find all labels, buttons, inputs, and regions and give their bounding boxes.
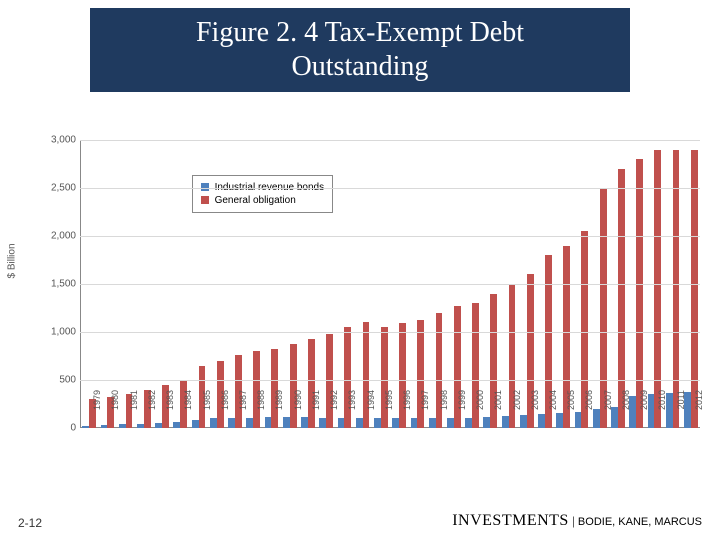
x-tick: 2002	[512, 390, 522, 430]
x-tick: 1987	[238, 390, 248, 430]
x-tick: 2008	[621, 390, 631, 430]
x-tick: 1991	[311, 390, 321, 430]
page-number: 2-12	[18, 516, 42, 530]
legend-label-general: General obligation	[215, 195, 296, 206]
x-tick: 1980	[110, 390, 120, 430]
x-tick: 2000	[475, 390, 485, 430]
y-tick: 0	[70, 423, 76, 434]
x-tick: 1998	[439, 390, 449, 430]
footer-investments: INVESTMENTS	[452, 512, 569, 529]
x-tick: 2012	[694, 390, 704, 430]
x-tick: 1984	[183, 390, 193, 430]
x-tick: 2004	[548, 390, 558, 430]
x-tick: 1997	[420, 390, 430, 430]
title-line-1: Figure 2. 4 Tax-Exempt Debt	[90, 16, 630, 50]
x-tick: 2009	[639, 390, 649, 430]
x-tick: 1990	[293, 390, 303, 430]
title-line-2: Outstanding	[90, 50, 630, 84]
x-tick: 2011	[676, 390, 686, 430]
x-tick: 1993	[347, 390, 357, 430]
bar-general	[673, 150, 680, 428]
x-tick: 2001	[493, 390, 503, 430]
gridline	[80, 284, 700, 285]
x-tick: 1996	[402, 390, 412, 430]
figure-title: Figure 2. 4 Tax-Exempt Debt Outstanding	[90, 8, 630, 92]
x-tick: 1985	[202, 390, 212, 430]
y-tick: 2,000	[51, 231, 76, 242]
y-tick: 1,500	[51, 279, 76, 290]
y-tick: 500	[59, 375, 76, 386]
x-tick: 1979	[92, 390, 102, 430]
gridline	[80, 332, 700, 333]
x-axis: 1979198019811982198319841985198619871988…	[80, 428, 700, 470]
y-tick: 1,000	[51, 327, 76, 338]
x-tick: 1999	[457, 390, 467, 430]
gridline	[80, 380, 700, 381]
footer-authors: BODIE, KANE, MARCUS	[578, 516, 702, 528]
x-tick: 2007	[603, 390, 613, 430]
bar-general	[654, 150, 661, 428]
footer-sep: |	[569, 513, 578, 528]
gridline	[80, 236, 700, 237]
x-tick: 1986	[220, 390, 230, 430]
x-tick: 1981	[129, 390, 139, 430]
x-tick: 2006	[584, 390, 594, 430]
x-tick: 1989	[274, 390, 284, 430]
y-tick: 3,000	[51, 135, 76, 146]
footer: 2-12 INVESTMENTS | BODIE, KANE, MARCUS	[0, 510, 720, 530]
x-tick: 2010	[657, 390, 667, 430]
x-tick: 1995	[384, 390, 394, 430]
legend-item-general: General obligation	[201, 195, 325, 206]
x-tick: 1982	[147, 390, 157, 430]
x-tick: 2005	[566, 390, 576, 430]
x-tick: 1988	[256, 390, 266, 430]
y-tick: 2,500	[51, 183, 76, 194]
y-axis: 05001,0001,5002,0002,5003,000	[20, 140, 80, 428]
legend: Industrial revenue bonds General obligat…	[192, 175, 334, 213]
footer-right: INVESTMENTS | BODIE, KANE, MARCUS	[452, 512, 702, 530]
slide: Figure 2. 4 Tax-Exempt Debt Outstanding …	[0, 0, 720, 540]
y-axis-label: $ Billion	[7, 243, 18, 278]
x-tick: 1983	[165, 390, 175, 430]
bar-general	[691, 150, 698, 428]
x-tick: 1994	[366, 390, 376, 430]
legend-swatch-general	[201, 196, 209, 204]
gridline	[80, 140, 700, 141]
chart: $ Billion 05001,0001,5002,0002,5003,000 …	[20, 140, 700, 470]
bar-general	[636, 159, 643, 428]
x-tick: 2003	[530, 390, 540, 430]
gridline	[80, 188, 700, 189]
x-tick: 1992	[329, 390, 339, 430]
